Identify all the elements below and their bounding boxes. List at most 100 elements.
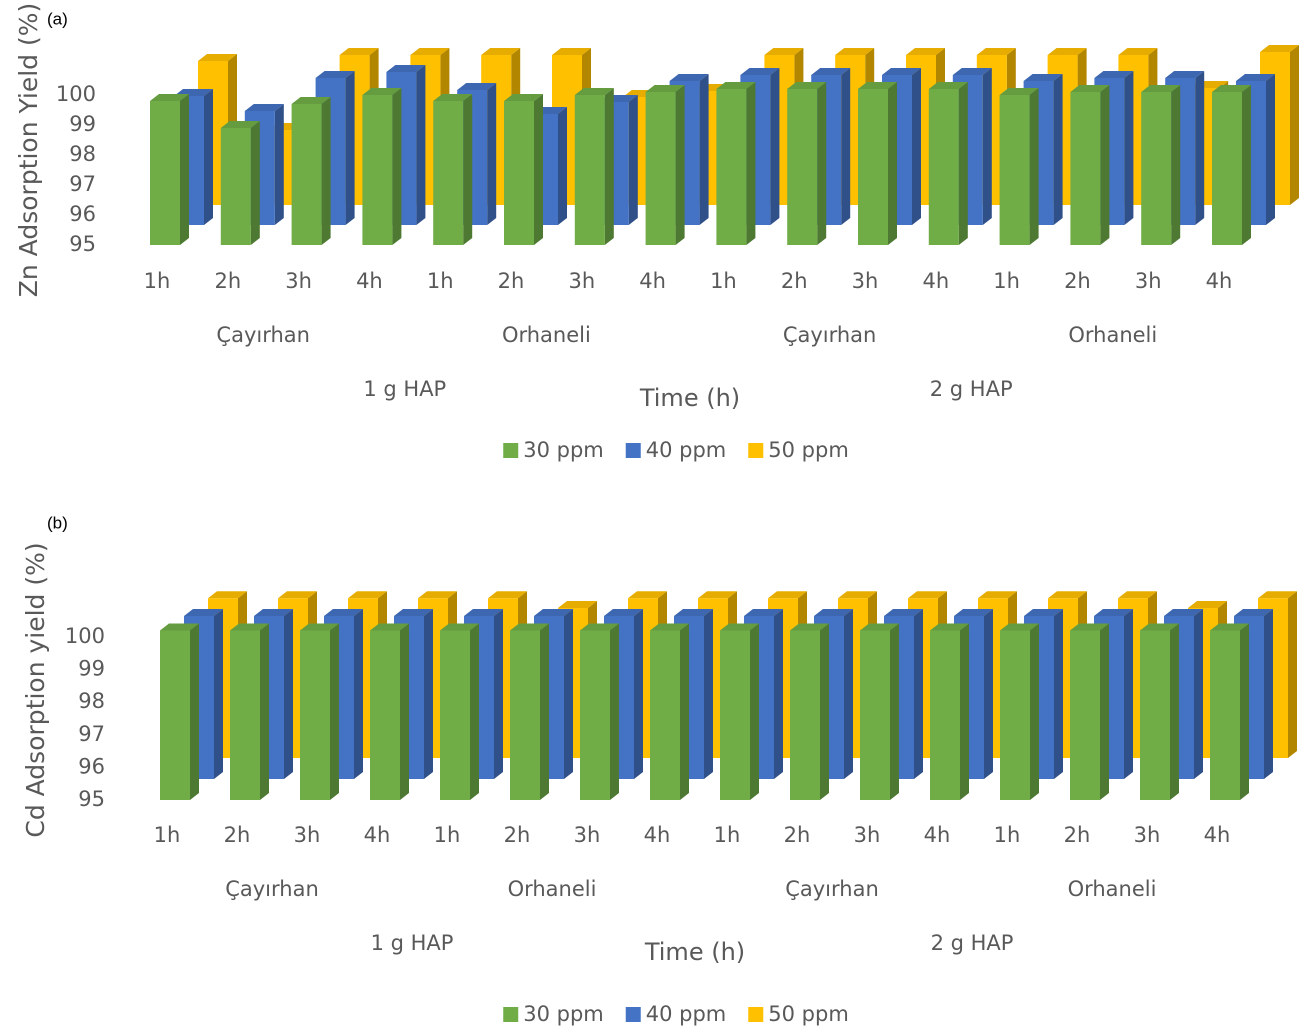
y-tick-label: 98 [69, 142, 96, 166]
x-tick-label: 2h [781, 269, 808, 293]
bar-top [244, 104, 284, 111]
bar-top [1000, 623, 1039, 631]
bar-top [254, 609, 293, 616]
bar [858, 89, 888, 245]
legend-swatch [503, 1007, 519, 1022]
legend-swatch [503, 443, 519, 458]
legend-swatch [625, 443, 641, 458]
bar-group [1210, 623, 1249, 800]
bar-side [463, 94, 473, 245]
bar-group [1212, 85, 1251, 245]
x-tick-label: 1h [434, 823, 461, 847]
bar-side [982, 68, 992, 225]
bar [999, 95, 1030, 245]
bar-group [716, 82, 756, 245]
bar-group [160, 623, 199, 800]
bar-top [1236, 74, 1275, 81]
bar-side [284, 609, 293, 779]
bar-group [291, 97, 331, 245]
bar-top [1258, 591, 1297, 599]
bar [720, 630, 750, 800]
bar-group [1141, 85, 1181, 245]
bar-side [214, 609, 223, 779]
bar-side [820, 623, 829, 800]
legend-item: 30 ppm [503, 438, 604, 462]
bar [300, 630, 330, 800]
bar-side [321, 97, 331, 245]
bar-side [392, 88, 402, 245]
bar-top [1023, 74, 1063, 81]
x-tick-label: 3h [568, 269, 595, 293]
supergroup-label: 2 g HAP [930, 377, 1013, 401]
bar-top [835, 48, 875, 55]
bar [440, 630, 470, 800]
bar-side [1288, 591, 1297, 758]
bar [230, 630, 260, 800]
bar-side [960, 623, 969, 800]
bar [370, 630, 400, 800]
bar-side [1195, 71, 1205, 225]
bar-side [1242, 85, 1251, 245]
bar-side [634, 609, 643, 779]
bar [860, 630, 890, 800]
bar-top [908, 591, 947, 599]
bar [160, 630, 190, 800]
bar-top [278, 591, 317, 599]
bar [580, 630, 610, 800]
bar-side [1124, 609, 1133, 779]
bar-top [410, 48, 450, 55]
bar-top [150, 94, 189, 101]
bar-side [540, 623, 549, 800]
bar-top [814, 609, 853, 616]
bar-top [1234, 609, 1273, 616]
bar-side [912, 68, 921, 225]
bar-group [790, 623, 829, 800]
bar-top [838, 591, 877, 599]
panel-label: (a) [47, 9, 68, 28]
bar-side [204, 89, 213, 225]
legend-label: 50 ppm [768, 438, 849, 462]
bar-top [1070, 85, 1110, 92]
group-label: Çayırhan [225, 877, 319, 901]
bar [1070, 92, 1101, 245]
bar-top [906, 48, 945, 55]
bar-group [1070, 623, 1109, 800]
x-tick-label: 2h [498, 269, 525, 293]
panel-label: (b) [47, 513, 68, 532]
bar-side [704, 609, 713, 779]
x-tick-label: 1h [144, 269, 171, 293]
legend-swatch [625, 1007, 641, 1022]
x-tick-label: 4h [922, 269, 949, 293]
bar-side [274, 104, 284, 225]
bar-side [1100, 85, 1110, 245]
bar-top [744, 609, 783, 616]
bar-group [650, 623, 689, 800]
bar-top [339, 48, 379, 55]
x-tick-label: 2h [214, 269, 241, 293]
y-tick-label: 100 [56, 82, 96, 106]
bar [928, 89, 959, 245]
bar-top [952, 68, 992, 75]
x-tick-label: 3h [574, 823, 601, 847]
bar-group [858, 82, 897, 245]
legend-item: 50 ppm [748, 438, 849, 462]
bar-side [260, 623, 269, 800]
bar [1000, 630, 1030, 800]
x-tick-label: 1h [154, 823, 181, 847]
bar-top [716, 82, 756, 89]
y-tick-label: 95 [78, 787, 105, 811]
bar-side [984, 609, 993, 779]
legend-swatch [748, 443, 764, 458]
bar-group [1070, 85, 1110, 245]
bar-top [720, 623, 759, 631]
bar [291, 104, 322, 245]
y-tick-label: 96 [78, 754, 105, 778]
bar [1210, 630, 1240, 800]
bar-side [628, 95, 638, 225]
x-tick-label: 4h [364, 823, 391, 847]
x-tick-label: 4h [644, 823, 671, 847]
bar-side [1194, 609, 1203, 779]
bar-group [928, 82, 968, 245]
x-tick-label: 3h [1134, 823, 1161, 847]
bar-top [698, 591, 737, 599]
